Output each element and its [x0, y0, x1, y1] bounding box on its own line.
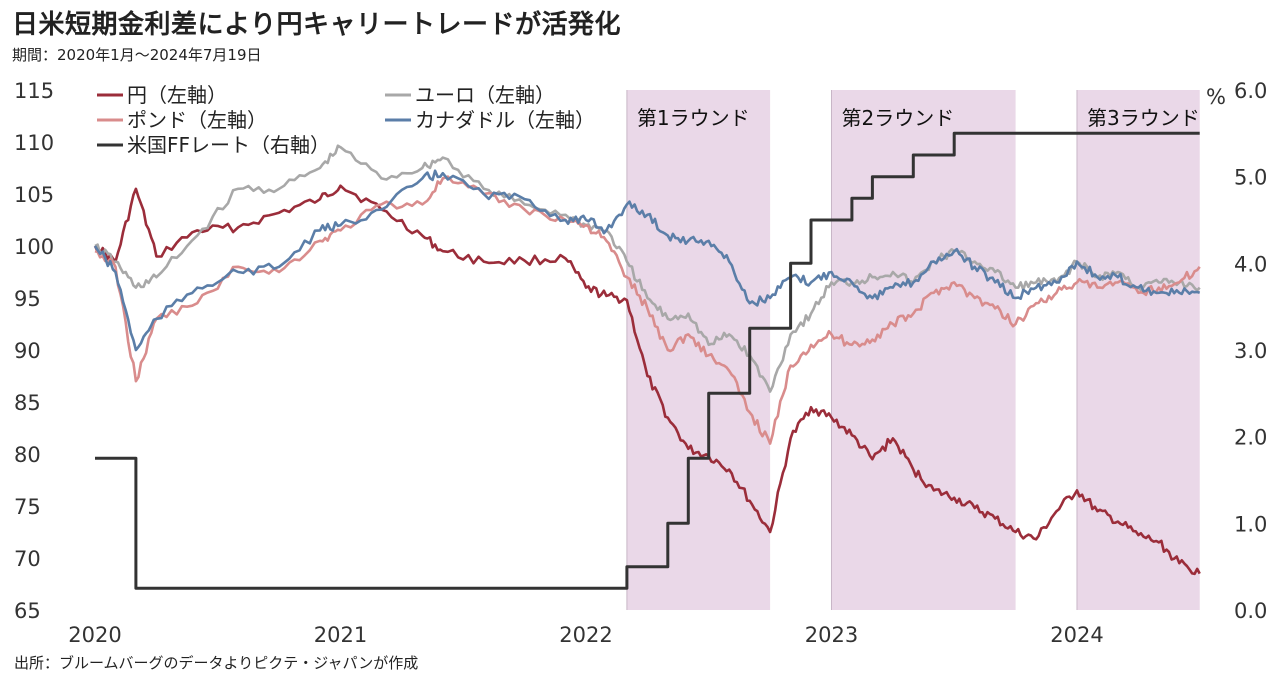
series-line-1	[93, 184, 1201, 576]
source-note: 出所：ブルームバーグのデータよりピクテ・ジャパンが作成	[14, 654, 419, 672]
left-axis: 65 70 75 80 85 90 95 100 105 110 115	[14, 79, 54, 623]
x-tick-label: 2022	[559, 623, 612, 647]
right-axis: 0.0 1.0 2.0 3.0 4.0 5.0 6.0	[1234, 79, 1267, 623]
right-tick-label: 5.0	[1234, 166, 1267, 190]
x-axis: 2020 2021 2022 2023 2024	[68, 623, 1103, 647]
x-tick-label: 2024	[1050, 623, 1103, 647]
legend-label: カナダドル（左軸）	[415, 108, 595, 132]
shaded-periods: 第1ラウンド 第2ラウンド 第3ラウンド	[626, 90, 1200, 610]
right-tick-label: 0.0	[1234, 599, 1267, 623]
left-tick-label: 70	[14, 547, 41, 571]
left-tick-label: 75	[14, 495, 41, 519]
right-tick-label: 1.0	[1234, 512, 1267, 536]
legend-label: ポンド（左軸）	[127, 108, 267, 132]
round-label-3: 第3ラウンド	[1087, 106, 1200, 130]
left-tick-label: 100	[14, 235, 54, 259]
left-tick-label: 105	[14, 183, 54, 207]
round-label-1: 第1ラウンド	[637, 106, 750, 130]
legend-label: ユーロ（左軸）	[415, 83, 555, 107]
legend: 円（左軸） ユーロ（左軸） ポンド（左軸） カナダドル（左軸） 米国FFレート（右軸）	[97, 83, 595, 157]
left-tick-label: 80	[14, 443, 41, 467]
legend-label: 円（左軸）	[127, 83, 227, 107]
shaded-round-3	[1076, 90, 1200, 610]
chart-title: 日米短期金利差により円キャリートレードが活発化	[12, 10, 621, 40]
left-tick-label: 90	[14, 339, 41, 363]
chart-period: 期間：2020年1月～2024年7月19日	[12, 46, 262, 64]
left-tick-label: 95	[14, 287, 41, 311]
left-tick-label: 115	[14, 79, 54, 103]
x-tick-label: 2021	[314, 623, 367, 647]
right-tick-label: 2.0	[1234, 426, 1267, 450]
right-tick-label: 6.0	[1234, 79, 1267, 103]
legend-label: 米国FFレート（右軸）	[127, 133, 330, 157]
series-line-5	[95, 131, 1200, 590]
round-label-2: 第2ラウンド	[841, 106, 954, 130]
left-tick-label: 110	[14, 131, 54, 155]
series-lines	[93, 131, 1201, 590]
right-tick-label: 4.0	[1234, 252, 1267, 276]
x-tick-label: 2020	[68, 623, 121, 647]
shaded-round-2	[831, 90, 1016, 610]
left-tick-label: 65	[14, 599, 41, 623]
left-tick-label: 85	[14, 391, 41, 415]
series-line-4	[93, 169, 1201, 352]
right-axis-unit: %	[1206, 85, 1226, 109]
right-tick-label: 3.0	[1234, 339, 1267, 363]
x-tick-label: 2023	[805, 623, 858, 647]
series-line-2	[94, 144, 1201, 393]
